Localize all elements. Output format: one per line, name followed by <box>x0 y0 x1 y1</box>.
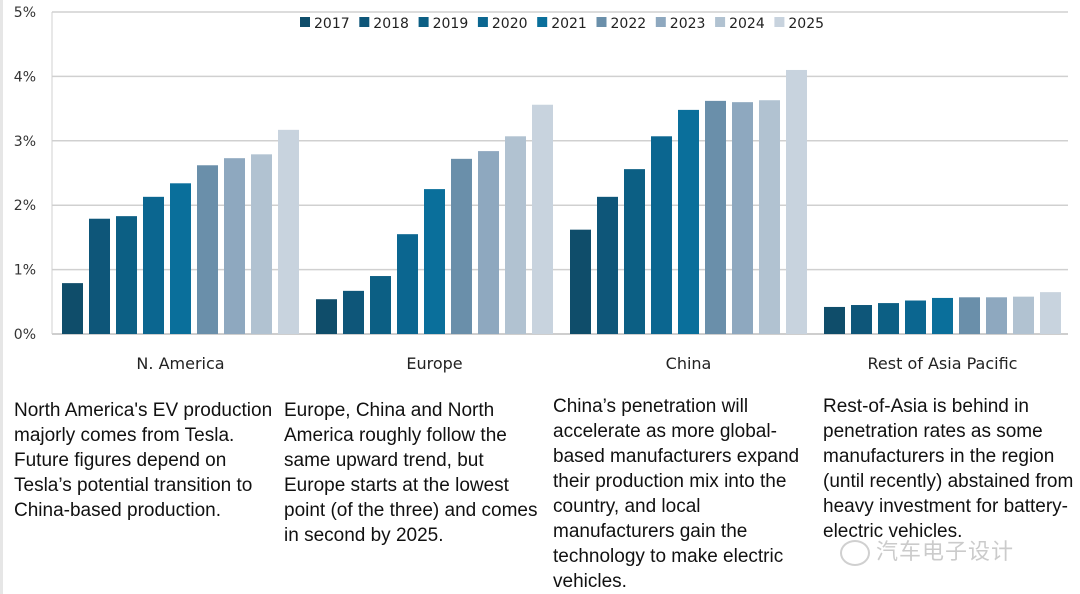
wechat-logo-icon <box>840 540 870 566</box>
y-tick-label: 4% <box>14 69 36 85</box>
bar-2022 <box>451 158 472 334</box>
legend-label: 2021 <box>551 16 587 32</box>
bar-2024 <box>759 100 780 334</box>
legend-label: 2023 <box>670 16 706 32</box>
bar-2022 <box>197 165 218 334</box>
bar-2024 <box>505 136 526 334</box>
x-category-label: N. America <box>136 354 224 373</box>
legend-label: 2020 <box>492 16 528 32</box>
legend-swatch-2023 <box>655 17 666 27</box>
note-europe: Europe, China and North America roughly … <box>284 400 538 546</box>
legend-label: 2017 <box>314 16 350 32</box>
bar-2020 <box>905 300 926 334</box>
legend-swatch-2022 <box>596 17 607 27</box>
bar-2023 <box>478 151 499 334</box>
bar-2024 <box>1013 296 1034 334</box>
bar-2019 <box>116 216 137 334</box>
legend-swatch-2017 <box>300 17 310 27</box>
bar-2025 <box>1040 292 1061 334</box>
bar-2017 <box>62 283 83 334</box>
bar-2023 <box>986 297 1007 334</box>
left-border-strip <box>0 0 3 594</box>
note-rest-of-asia: Rest-of-Asia is behind in penetration ra… <box>823 396 1074 542</box>
bar-2022 <box>705 100 726 334</box>
bar-2021 <box>932 297 953 334</box>
legend-swatch-2021 <box>537 17 548 27</box>
legend-label: 2025 <box>788 16 824 32</box>
note-china: China’s penetration will accelerate as m… <box>553 396 800 592</box>
bar-2019 <box>370 276 391 334</box>
bar-2017 <box>570 229 591 334</box>
bar-2024 <box>251 154 272 334</box>
x-category-label: China <box>666 354 712 373</box>
bar-2022 <box>959 297 980 334</box>
bar-2020 <box>143 196 164 334</box>
legend-swatch-2025 <box>774 17 785 27</box>
bar-2018 <box>597 196 618 334</box>
x-category-label: Rest of Asia Pacific <box>868 354 1018 373</box>
bar-2025 <box>278 129 299 334</box>
bar-2021 <box>678 109 699 334</box>
bar-2020 <box>651 136 672 334</box>
y-tick-label: 0% <box>14 327 36 343</box>
y-tick-label: 5% <box>14 5 36 21</box>
y-tick-label: 3% <box>14 134 36 150</box>
bar-2019 <box>624 169 645 334</box>
bar-2017 <box>824 306 845 334</box>
bar-2025 <box>786 69 807 335</box>
bar-2017 <box>316 299 337 334</box>
y-tick-label: 2% <box>14 198 36 214</box>
bars <box>62 69 1061 335</box>
legend-swatch-2018 <box>359 17 370 27</box>
note-north-america: North America's EV production majorly co… <box>14 400 273 521</box>
bar-2021 <box>170 183 191 334</box>
y-tick-label: 1% <box>14 263 36 279</box>
bar-chart: 0% 1% 2% 3% 4% 5% N. America Europe China Rest o… <box>14 5 1068 373</box>
legend-swatch-2024 <box>715 17 726 27</box>
bar-2023 <box>224 158 245 334</box>
legend-label: 2022 <box>611 16 647 32</box>
legend: 2017 2018 2019 2020 2021 2022 2023 2024 2025 <box>300 16 824 32</box>
legend-label: 2018 <box>373 16 409 32</box>
legend-swatch-2020 <box>477 17 488 27</box>
bar-2018 <box>851 305 872 334</box>
y-axis-ticks: 0% 1% 2% 3% 4% 5% <box>14 5 36 343</box>
bar-2018 <box>89 218 110 334</box>
bar-2018 <box>343 290 364 334</box>
x-axis-categories: N. America Europe China Rest of Asia Pacifi… <box>136 354 1017 373</box>
bar-2019 <box>878 303 899 334</box>
bar-2023 <box>732 102 753 334</box>
legend-label: 2019 <box>433 16 469 32</box>
legend-label: 2024 <box>729 16 765 32</box>
legend-swatch-2019 <box>418 17 429 27</box>
watermark-text: 汽车电子设计 <box>876 540 1015 565</box>
bar-2025 <box>532 104 553 335</box>
x-category-label: Europe <box>406 354 462 373</box>
bar-2020 <box>397 234 418 334</box>
watermark: 汽车电子设计 <box>840 534 1014 566</box>
bar-2021 <box>424 189 445 334</box>
